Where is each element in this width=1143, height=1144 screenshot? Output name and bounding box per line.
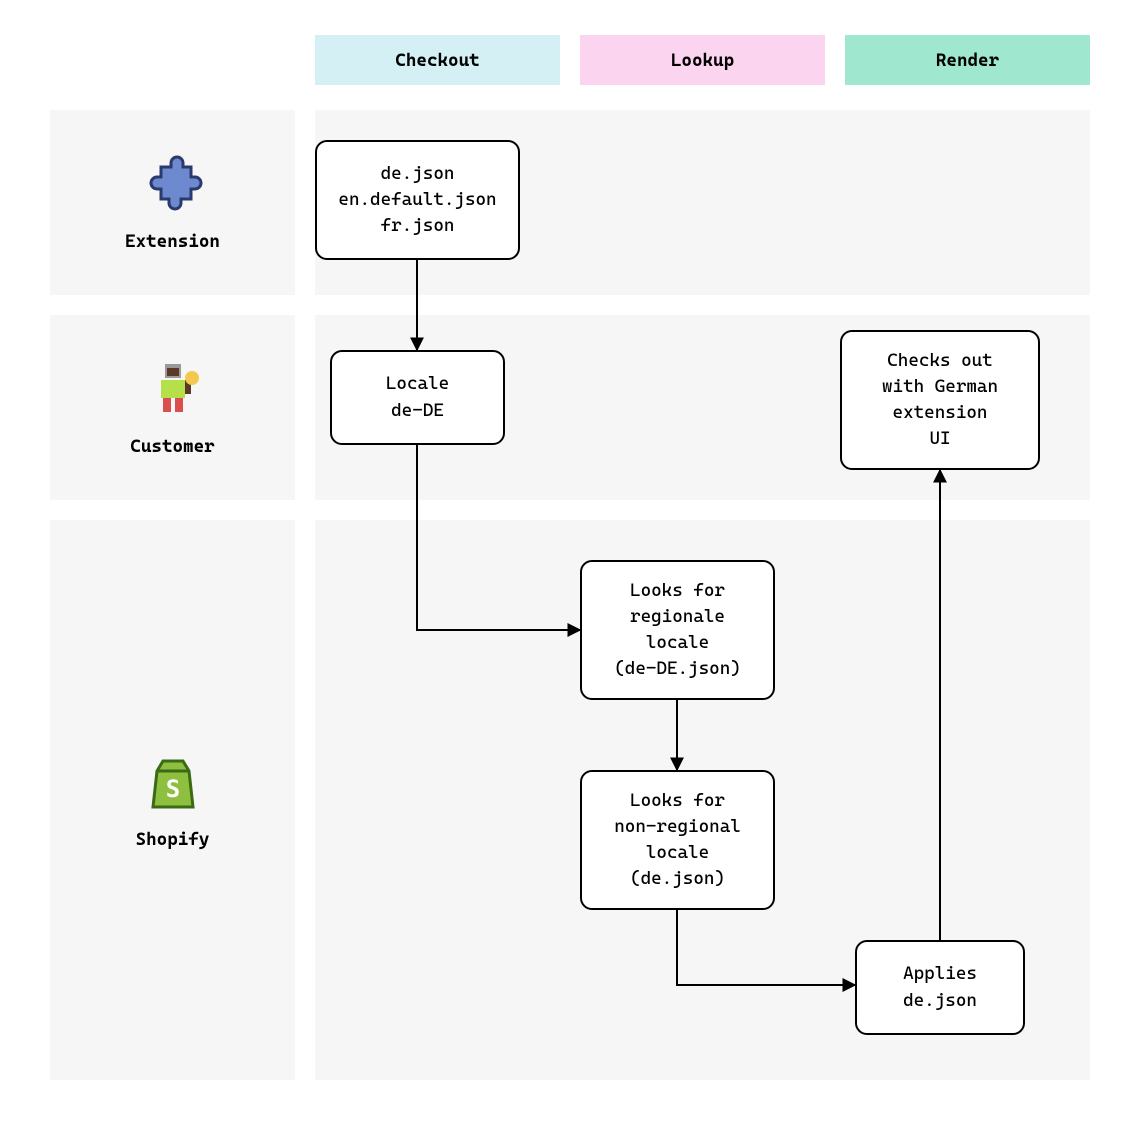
- node-applies: Applies de.json: [855, 940, 1025, 1035]
- node-locale: Locale de-DE: [330, 350, 505, 445]
- node-checks: Checks out with German extension UI: [840, 330, 1040, 470]
- row-label-text: Shopify: [136, 829, 210, 850]
- row-label-text: Customer: [130, 436, 214, 457]
- row-label-extension: Extension: [50, 110, 295, 295]
- person-icon: [141, 358, 205, 422]
- row-label-shopify: S Shopify: [50, 520, 295, 1080]
- node-look2: Looks for non-regional locale (de.json): [580, 770, 775, 910]
- row-label-customer: Customer: [50, 315, 295, 500]
- node-look1: Looks for regionale locale (de-DE.json): [580, 560, 775, 700]
- col-header-checkout: Checkout: [315, 35, 560, 85]
- diagram-stage: Extension Customer S Shopify Checkout Lo…: [0, 0, 1143, 1144]
- node-files: de.json en.default.json fr.json: [315, 140, 520, 260]
- col-header-lookup: Lookup: [580, 35, 825, 85]
- svg-text:S: S: [165, 775, 179, 803]
- col-header-render: Render: [845, 35, 1090, 85]
- puzzle-icon: [141, 153, 205, 217]
- row-label-text: Extension: [125, 231, 220, 252]
- shopping-bag-icon: S: [141, 751, 205, 815]
